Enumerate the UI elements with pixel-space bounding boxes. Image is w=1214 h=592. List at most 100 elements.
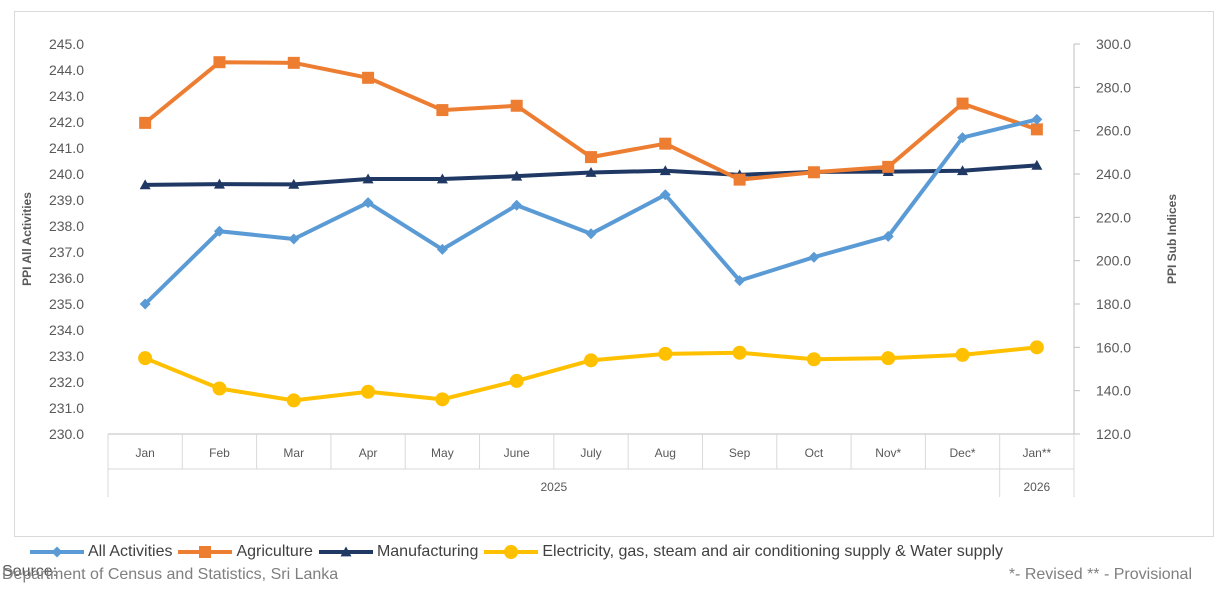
left-tick-label: 235.0 — [49, 296, 84, 312]
x-tick-label: Jan** — [1023, 446, 1052, 460]
x-tick-label: June — [504, 446, 530, 460]
data-point-all-activities — [288, 233, 300, 245]
left-tick-label: 230.0 — [49, 426, 84, 442]
data-point-all-activities — [659, 189, 671, 201]
right-tick-label: 140.0 — [1096, 383, 1131, 399]
right-tick-label: 240.0 — [1096, 166, 1131, 182]
left-tick-label: 240.0 — [49, 166, 84, 182]
x-tick-label: Mar — [283, 446, 304, 460]
x-tick-label: Aug — [655, 446, 676, 460]
right-tick-label: 300.0 — [1096, 36, 1131, 52]
right-tick-label: 260.0 — [1096, 123, 1131, 139]
left-tick-label: 231.0 — [49, 400, 84, 416]
legend: All Activities Agriculture Manufacturing El… — [28, 540, 1007, 564]
data-point-electricity — [435, 392, 450, 407]
left-tick-label: 242.0 — [49, 114, 84, 130]
data-point-agriculture — [733, 173, 746, 186]
legend-swatch — [178, 546, 233, 558]
legend-item: Manufacturing — [317, 543, 478, 561]
data-point-all-activities — [734, 275, 746, 287]
data-point-all-activities — [436, 243, 448, 255]
x-tick-label: Feb — [209, 446, 230, 460]
data-point-agriculture — [807, 166, 820, 179]
left-tick-label: 241.0 — [49, 140, 84, 156]
x-tick-label: Jan — [135, 446, 154, 460]
left-tick-label: 233.0 — [49, 348, 84, 364]
right-tick-label: 180.0 — [1096, 296, 1131, 312]
year-group-label: 2026 — [1023, 480, 1050, 494]
legend-item: Electricity, gas, steam and air conditio… — [482, 543, 1003, 561]
data-point-all-activities — [957, 132, 969, 144]
legend-label: Manufacturing — [376, 543, 479, 560]
x-tick-label: July — [580, 446, 601, 460]
data-point-manufacturing — [436, 173, 448, 184]
data-point-manufacturing — [139, 179, 151, 190]
data-point-all-activities — [139, 298, 151, 310]
left-tick-label: 232.0 — [49, 374, 84, 390]
data-point-electricity — [361, 384, 376, 399]
legend-swatch — [484, 545, 539, 559]
data-point-agriculture — [213, 56, 226, 69]
data-point-agriculture — [1030, 123, 1043, 136]
data-point-electricity — [584, 353, 598, 368]
legend-item: All Activities — [28, 543, 172, 561]
data-point-all-activities — [1031, 113, 1043, 125]
data-point-electricity — [1029, 340, 1044, 355]
data-point-all-activities — [585, 228, 597, 240]
left-tick-label: 238.0 — [49, 218, 84, 234]
left-tick-label: 234.0 — [49, 322, 84, 338]
data-point-electricity — [138, 351, 153, 366]
left-tick-label: 237.0 — [49, 244, 84, 260]
data-point-manufacturing — [585, 166, 597, 177]
data-point-all-activities — [362, 197, 374, 209]
data-point-all-activities — [808, 251, 820, 263]
legend-label: Electricity, gas, steam and air conditio… — [542, 543, 1003, 560]
data-point-electricity — [881, 351, 896, 366]
x-tick-label: Apr — [359, 446, 378, 460]
data-point-agriculture — [659, 137, 672, 150]
footnote: *- Revised ** - Provisional — [1008, 566, 1192, 583]
data-point-manufacturing — [659, 165, 671, 176]
right-tick-label: 120.0 — [1096, 426, 1131, 442]
left-tick-label: 239.0 — [49, 192, 84, 208]
data-point-electricity — [286, 393, 301, 408]
data-point-agriculture — [362, 71, 375, 84]
data-point-manufacturing — [288, 178, 300, 189]
data-point-all-activities — [511, 199, 523, 211]
right-tick-label: 220.0 — [1096, 209, 1131, 225]
legend-label: All Activities — [88, 543, 173, 560]
legend-item: Agriculture — [176, 543, 313, 561]
right-tick-label: 160.0 — [1096, 339, 1131, 355]
right-tick-label: 200.0 — [1096, 253, 1131, 269]
data-point-all-activities — [882, 230, 894, 242]
legend-label: Agriculture — [236, 543, 313, 560]
data-point-agriculture — [956, 97, 969, 110]
left-tick-label: 245.0 — [49, 36, 84, 52]
right-axis-title: PPI Sub Indices — [1165, 194, 1179, 284]
left-tick-label: 243.0 — [49, 88, 84, 104]
legend-swatch-marker — [199, 546, 212, 558]
series-line-all-activities — [143, 117, 1038, 306]
x-tick-label: Nov* — [875, 446, 901, 460]
data-point-manufacturing — [362, 173, 374, 184]
data-point-agriculture — [585, 151, 597, 164]
data-point-agriculture — [287, 56, 300, 69]
legend-swatch-marker — [504, 545, 519, 559]
data-point-all-activities — [213, 225, 225, 237]
x-tick-label: Oct — [805, 446, 824, 460]
legend-swatch-marker — [51, 546, 63, 558]
axes: 230.0 231.0 232.0 233.0 234.0 235.0 236.0 237.0… — [20, 36, 1179, 497]
data-point-electricity — [806, 352, 821, 367]
x-tick-label: Sep — [729, 446, 751, 460]
year-group-label: 2025 — [540, 480, 567, 494]
data-point-agriculture — [139, 116, 152, 129]
legend-swatch-marker — [340, 546, 352, 557]
legend-swatch — [318, 546, 373, 557]
data-point-manufacturing — [511, 170, 523, 181]
data-point-electricity — [658, 346, 673, 361]
data-point-manufacturing — [957, 165, 969, 176]
data-point-electricity — [732, 345, 747, 360]
x-tick-label: May — [431, 446, 454, 460]
legend-swatch — [30, 546, 84, 558]
left-tick-label: 236.0 — [49, 270, 84, 286]
